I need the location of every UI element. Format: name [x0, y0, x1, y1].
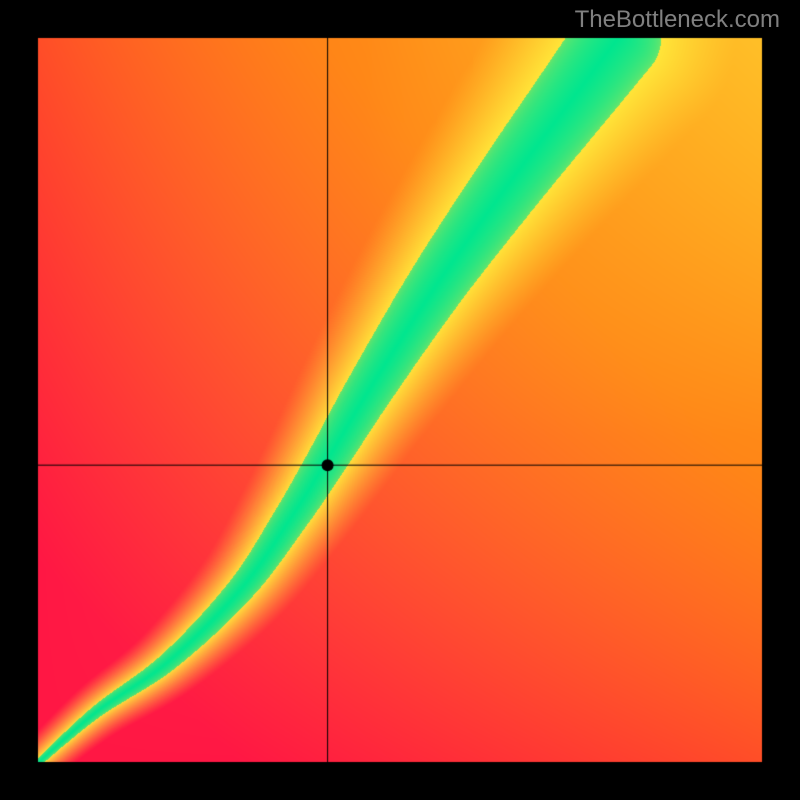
watermark-text: TheBottleneck.com — [575, 6, 780, 34]
bottleneck-heatmap — [0, 0, 800, 800]
chart-container: TheBottleneck.com — [0, 0, 800, 800]
